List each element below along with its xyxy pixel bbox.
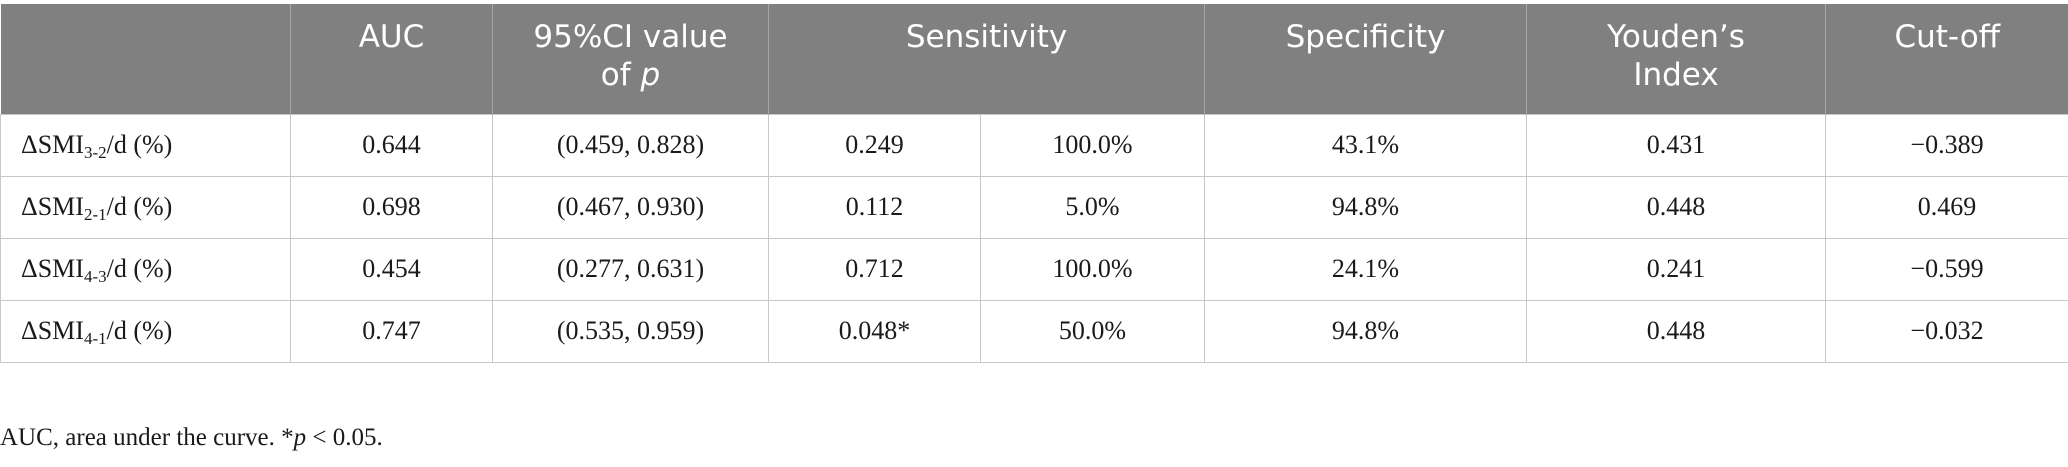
cell-specificity: 94.8%: [1204, 299, 1528, 363]
results-table: AUC 95%CI value of p Sensitivity Specific…: [0, 4, 2068, 363]
cell-ci: (0.459, 0.828): [492, 113, 769, 177]
cell-auc: 0.698: [290, 175, 493, 239]
cell-auc: 0.747: [290, 299, 493, 363]
cell-youden: 0.241: [1526, 237, 1827, 301]
cell-cutoff: 0.469: [1825, 175, 2068, 239]
table-row: ΔSMI2-1/d (%) 0.698 (0.467, 0.930) 0.112…: [0, 175, 2068, 239]
row-label: ΔSMI4-3/d (%): [0, 237, 291, 301]
cell-ci: (0.277, 0.631): [492, 237, 769, 301]
header-youden: Youden’s Index: [1526, 4, 1826, 114]
row-label-pre: ΔSMI: [21, 192, 84, 221]
header-youden-line1: Youden’s: [1607, 19, 1745, 55]
row-label-post: /d (%): [106, 316, 173, 345]
header-ci: 95%CI value of p: [492, 4, 769, 114]
row-label: ΔSMI2-1/d (%): [0, 175, 291, 239]
row-label-post: /d (%): [106, 130, 173, 159]
cell-sensitivity-p: 0.048*: [768, 299, 981, 363]
row-label-sub: 3-2: [83, 143, 107, 162]
table-footnote: AUC, area under the curve. *p < 0.05.: [0, 424, 383, 452]
header-ci-line2-prefix: of: [600, 57, 641, 93]
header-empty: [0, 4, 291, 114]
row-label: ΔSMI3-2/d (%): [0, 113, 291, 177]
cell-youden: 0.431: [1526, 113, 1827, 177]
cell-youden: 0.448: [1526, 299, 1827, 363]
cell-specificity: 24.1%: [1204, 237, 1528, 301]
row-label-post: /d (%): [106, 192, 173, 221]
row-label-sub: 4-3: [83, 267, 107, 286]
table-row: ΔSMI3-2/d (%) 0.644 (0.459, 0.828) 0.249…: [0, 113, 2068, 177]
cell-ci: (0.467, 0.930): [492, 175, 769, 239]
header-youden-line2: Index: [1633, 57, 1719, 93]
cell-specificity: 94.8%: [1204, 175, 1528, 239]
row-label-pre: ΔSMI: [21, 316, 84, 345]
row-label: ΔSMI4-1/d (%): [0, 299, 291, 363]
cell-auc: 0.454: [290, 237, 493, 301]
header-auc: AUC: [290, 4, 493, 114]
cell-sensitivity-pct: 100.0%: [979, 113, 1206, 177]
header-ci-line2-italic: p: [640, 57, 661, 93]
cell-sensitivity-p: 0.249: [768, 113, 981, 177]
header-sensitivity: Sensitivity: [767, 4, 1205, 114]
cell-auc: 0.644: [290, 113, 493, 177]
header-specificity: Specificity: [1204, 4, 1527, 114]
cell-youden: 0.448: [1526, 175, 1827, 239]
cell-sensitivity-pct: 50.0%: [979, 299, 1206, 363]
row-label-post: /d (%): [106, 254, 173, 283]
table-row: ΔSMI4-3/d (%) 0.454 (0.277, 0.631) 0.712…: [0, 237, 2068, 301]
header-cutoff: Cut-off: [1825, 4, 2068, 114]
cell-cutoff: −0.389: [1825, 113, 2068, 177]
row-label-pre: ΔSMI: [21, 254, 84, 283]
row-label-sub: 4-1: [83, 329, 107, 348]
cell-sensitivity-p: 0.112: [768, 175, 981, 239]
row-label-sub: 2-1: [83, 205, 107, 224]
cell-sensitivity-p: 0.712: [768, 237, 981, 301]
cell-sensitivity-pct: 100.0%: [979, 237, 1206, 301]
row-label-pre: ΔSMI: [21, 130, 84, 159]
footnote-text2: < 0.05.: [306, 424, 383, 451]
cell-sensitivity-pct: 5.0%: [979, 175, 1206, 239]
cell-ci: (0.535, 0.959): [492, 299, 769, 363]
header-row: AUC 95%CI value of p Sensitivity Specific…: [0, 4, 2068, 114]
cell-cutoff: −0.032: [1825, 299, 2068, 363]
footnote-italic-p: p: [293, 424, 307, 451]
header-ci-line1: 95%CI value: [533, 19, 728, 55]
table-row: ΔSMI4-1/d (%) 0.747 (0.535, 0.959) 0.048…: [0, 299, 2068, 363]
footnote-text1: AUC, area under the curve. *: [0, 424, 294, 451]
cell-cutoff: −0.599: [1825, 237, 2068, 301]
cell-specificity: 43.1%: [1204, 113, 1528, 177]
